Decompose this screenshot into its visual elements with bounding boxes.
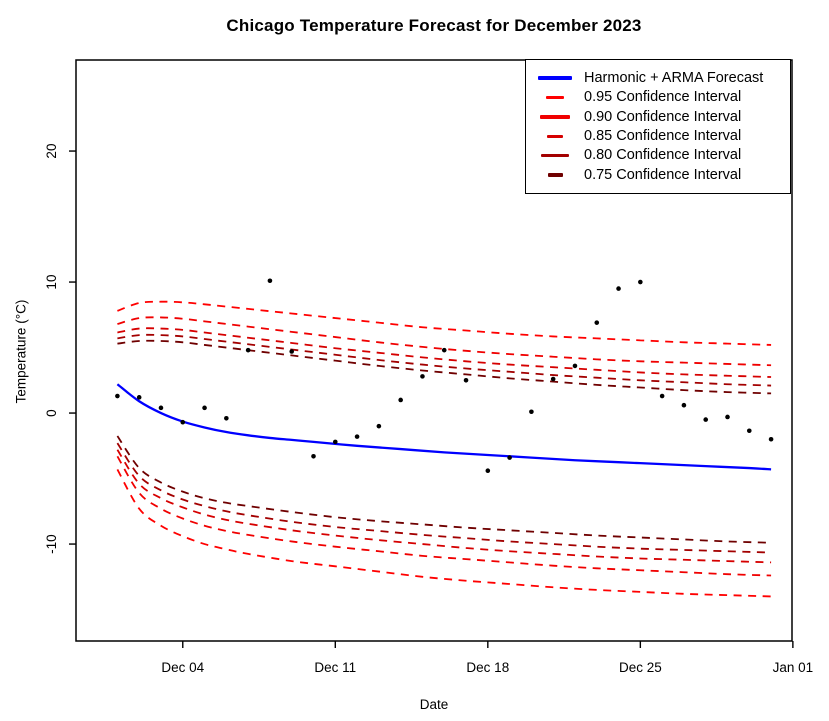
x-tick-label: Dec 18 (466, 660, 509, 675)
observed-point (703, 417, 709, 422)
observed-point (485, 468, 491, 473)
legend-label: 0.75 Confidence Interval (584, 166, 742, 183)
legend: Harmonic + ARMA Forecast 0.95 Confidence … (525, 59, 791, 194)
observed-point (332, 439, 338, 445)
observed-point (616, 286, 621, 291)
observed-point (354, 434, 360, 439)
ci-upper-0.95 (117, 300, 772, 346)
legend-dash-icon (526, 134, 584, 138)
y-tick-label: -10 (44, 534, 59, 554)
observed-point (463, 378, 469, 383)
legend-label: 0.90 Confidence Interval (584, 108, 742, 125)
legend-dash-icon (526, 95, 584, 100)
y-tick-label: 20 (44, 144, 59, 159)
legend-entry-2: 0.90 Confidence Interval (526, 107, 790, 126)
ci-upper-0.85 (117, 327, 772, 378)
chart-title: Chicago Temperature Forecast for Decembe… (226, 16, 642, 35)
observed-point (507, 455, 512, 460)
ci-lower-0.90 (116, 455, 772, 577)
legend-entry-1: 0.95 Confidence Interval (526, 88, 790, 107)
observed-point (224, 415, 229, 421)
observed-point (158, 405, 164, 411)
legend-swatch (540, 115, 570, 119)
legend-label: Harmonic + ARMA Forecast (584, 69, 764, 86)
forecast-line (116, 383, 772, 471)
legend-swatch (546, 95, 564, 100)
x-axis-label: Date (419, 697, 449, 712)
x-tick-label: Dec 11 (314, 660, 356, 675)
ci-upper-0.75 (117, 339, 772, 395)
ci-lower-0.95 (116, 468, 772, 598)
legend-swatch (541, 153, 569, 158)
legend-entry-5: 0.75 Confidence Interval (526, 165, 790, 184)
observed-point (550, 376, 556, 382)
x-tick-label: Dec 04 (161, 660, 204, 675)
observed-point (376, 423, 382, 429)
observed-point (420, 374, 425, 379)
legend-entry-3: 0.85 Confidence Interval (526, 127, 790, 146)
y-tick-label: 0 (44, 409, 59, 417)
legend-label: 0.80 Confidence Interval (584, 147, 742, 164)
observed-point (529, 409, 534, 415)
ci-lower-0.80 (116, 442, 772, 554)
observed-point (638, 279, 643, 285)
observed-point (398, 397, 403, 403)
ci-upper-0.90 (117, 316, 772, 367)
observed-point (746, 428, 752, 434)
observed-point (289, 349, 295, 354)
observed-point (441, 347, 447, 353)
legend-entry-0: Harmonic + ARMA Forecast (526, 68, 790, 87)
observed-point (180, 419, 186, 425)
observed-point (594, 320, 600, 325)
plot-border (75, 59, 793, 642)
legend-swatch (538, 76, 572, 80)
observed-point (572, 363, 578, 369)
observed-point (136, 395, 142, 400)
observed-point (115, 393, 120, 399)
legend-dash-icon (526, 153, 584, 158)
observed-point (245, 347, 251, 353)
y-tick-label: 10 (44, 275, 59, 290)
legend-swatch (547, 134, 563, 138)
ci-lower-0.75 (116, 435, 772, 544)
observed-point (202, 405, 207, 411)
x-tick-label: Jan 01 (773, 660, 814, 675)
x-tick-label: Dec 25 (619, 660, 662, 675)
ci-upper-0.80 (117, 333, 772, 387)
legend-dash-icon (526, 173, 584, 177)
legend-dash-icon (526, 115, 584, 119)
observed-point (267, 278, 273, 284)
observed-point (311, 453, 316, 459)
observed-point (768, 436, 774, 442)
legend-swatch (547, 173, 563, 177)
legend-entry-4: 0.80 Confidence Interval (526, 146, 790, 165)
legend-label: 0.85 Confidence Interval (584, 127, 742, 144)
observed-point (725, 414, 730, 420)
observed-point (681, 402, 687, 408)
legend-line-icon (526, 76, 584, 80)
legend-label: 0.95 Confidence Interval (584, 89, 742, 106)
ci-lower-0.85 (116, 449, 772, 564)
observed-point (659, 393, 665, 399)
